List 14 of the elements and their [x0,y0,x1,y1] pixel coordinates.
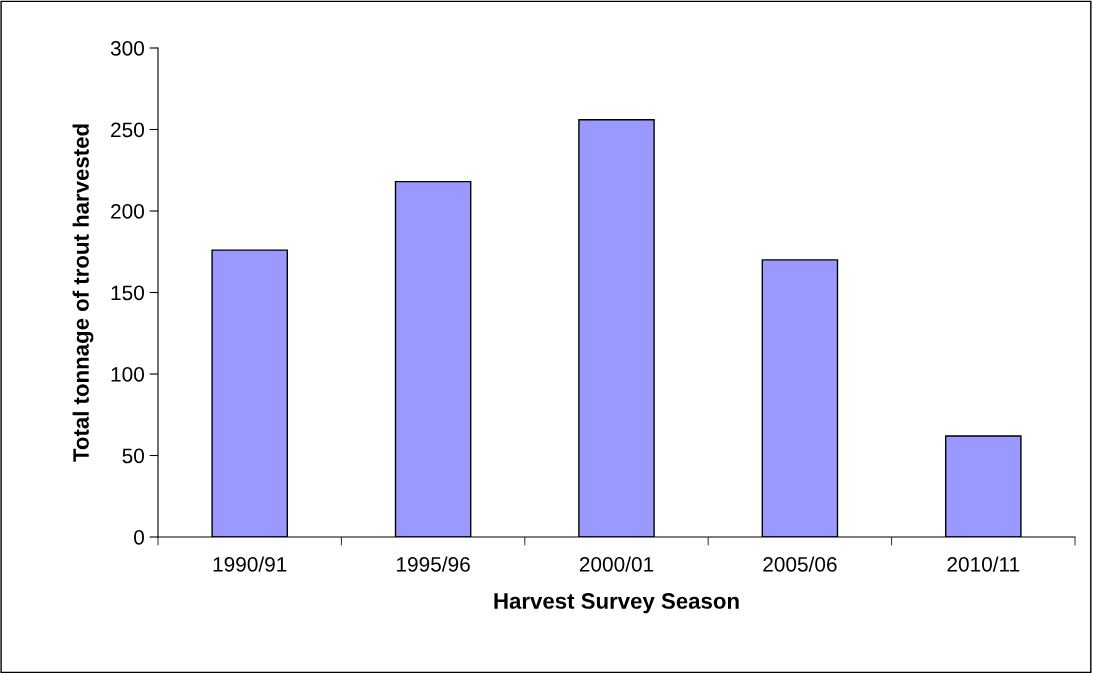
y-tick-label: 50 [122,448,144,464]
x-tick-label: 2005/06 [763,556,837,572]
y-tick-label: 250 [111,122,144,138]
y-tick-label: 100 [111,367,144,382]
y-axis-title: Total tonnage of trout harvested [72,124,94,462]
y-tick-label: 300 [110,41,144,56]
x-tick-label: 2000/01 [579,556,654,572]
x-axis-title: Harvest Survey Season [494,593,739,614]
x-tick-label: 2010/11 [947,556,1020,572]
y-tick-label: 150 [111,285,144,301]
x-tick-label: 1995/96 [397,556,470,572]
x-tick-label: 1990/91 [213,556,287,572]
y-tick-label: 200 [111,204,144,219]
y-tick-label: 0 [134,530,144,545]
